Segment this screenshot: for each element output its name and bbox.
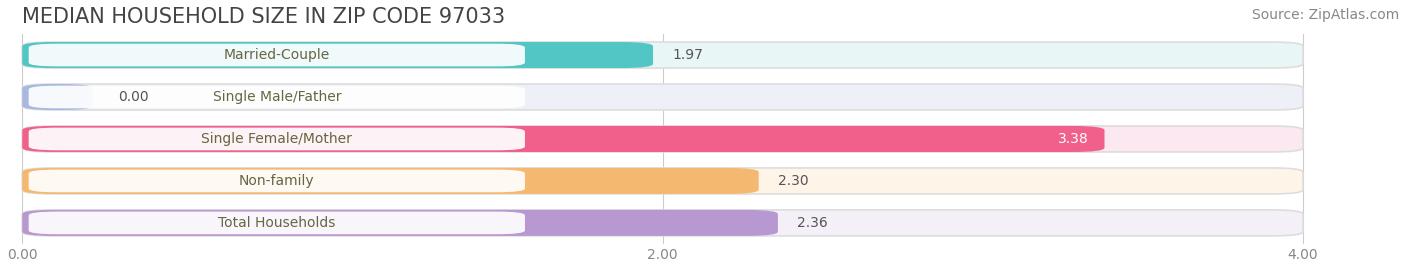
FancyBboxPatch shape — [28, 44, 524, 66]
Text: Single Male/Father: Single Male/Father — [212, 90, 342, 104]
FancyBboxPatch shape — [22, 42, 652, 68]
FancyBboxPatch shape — [22, 126, 1105, 152]
Text: Non-family: Non-family — [239, 174, 315, 188]
FancyBboxPatch shape — [22, 84, 93, 110]
FancyBboxPatch shape — [28, 86, 524, 108]
Text: MEDIAN HOUSEHOLD SIZE IN ZIP CODE 97033: MEDIAN HOUSEHOLD SIZE IN ZIP CODE 97033 — [22, 7, 505, 27]
FancyBboxPatch shape — [28, 128, 524, 150]
Text: Source: ZipAtlas.com: Source: ZipAtlas.com — [1251, 8, 1399, 22]
FancyBboxPatch shape — [22, 168, 759, 194]
Text: 0.00: 0.00 — [118, 90, 149, 104]
FancyBboxPatch shape — [22, 126, 1303, 152]
Text: 3.38: 3.38 — [1057, 132, 1088, 146]
Text: Total Households: Total Households — [218, 216, 336, 230]
Text: Single Female/Mother: Single Female/Mother — [201, 132, 353, 146]
FancyBboxPatch shape — [22, 210, 1303, 236]
FancyBboxPatch shape — [28, 170, 524, 192]
Text: 1.97: 1.97 — [672, 48, 703, 62]
Text: 2.30: 2.30 — [778, 174, 808, 188]
Text: Married-Couple: Married-Couple — [224, 48, 330, 62]
FancyBboxPatch shape — [28, 212, 524, 234]
FancyBboxPatch shape — [22, 42, 1303, 68]
FancyBboxPatch shape — [22, 168, 1303, 194]
FancyBboxPatch shape — [22, 210, 778, 236]
FancyBboxPatch shape — [22, 84, 1303, 110]
Text: 2.36: 2.36 — [797, 216, 828, 230]
